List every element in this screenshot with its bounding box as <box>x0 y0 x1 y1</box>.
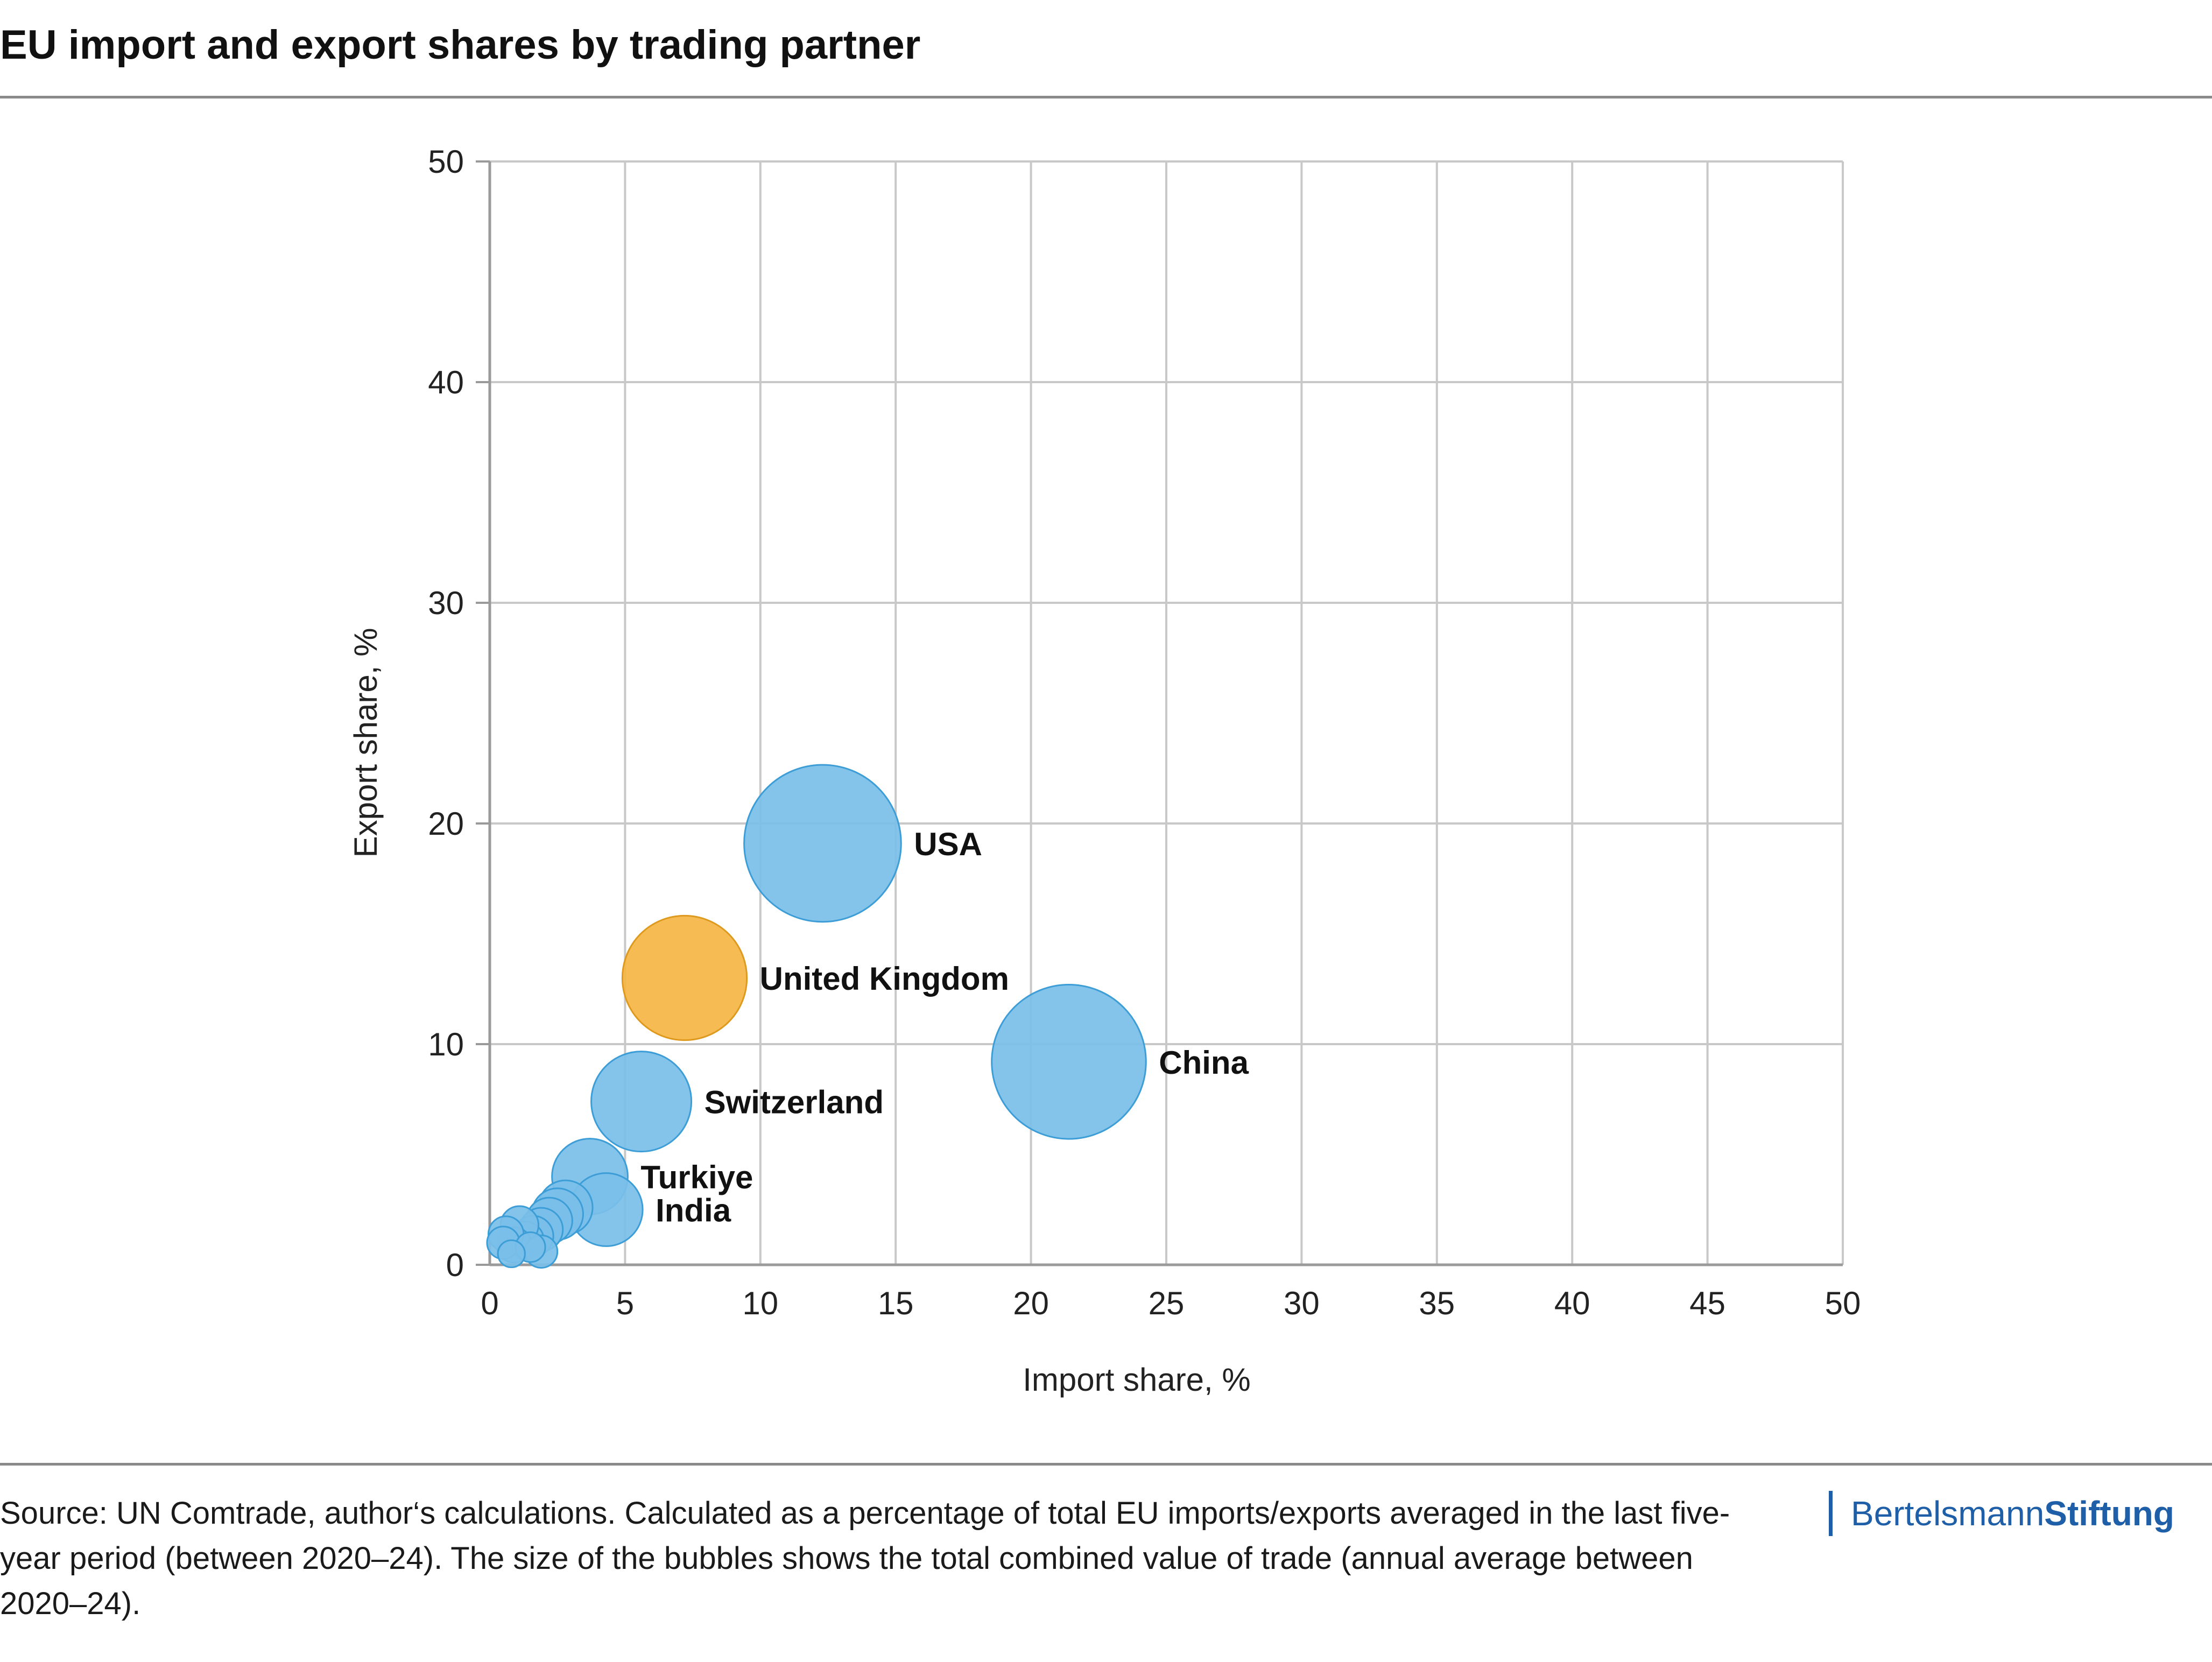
y-tick-label: 30 <box>428 585 464 621</box>
bubble-china <box>991 984 1147 1140</box>
y-axis-label: Export share, % <box>348 628 384 858</box>
x-tick-label: 5 <box>616 1285 634 1321</box>
source-note: Source: UN Comtrade, author‘s calculatio… <box>0 1496 1730 1621</box>
x-tick-label: 40 <box>1554 1285 1590 1321</box>
bubble-usa <box>743 764 902 923</box>
x-tick-label: 50 <box>1825 1285 1861 1321</box>
chart-grid <box>489 160 1844 1266</box>
x-tick-label: 35 <box>1419 1285 1455 1321</box>
brand-logo: BertelsmannStiftung <box>1829 1491 2174 1536</box>
chart-axes: 0 5 10 15 20 25 30 35 40 45 50 0 10 20 30 40 50 <box>428 144 1861 1321</box>
y-tick-label: 20 <box>428 806 464 842</box>
brand-part-1: Bertelsmann <box>1851 1494 2045 1533</box>
y-tick-label: 50 <box>428 144 464 180</box>
bubble-switzerland <box>590 1051 693 1153</box>
point-label: United Kingdom <box>760 961 1009 997</box>
point-label: Switzerland <box>705 1084 884 1121</box>
point-label: USA <box>914 826 982 862</box>
chart-title: EU import and export shares by trading p… <box>0 22 921 68</box>
x-tick-label: 15 <box>878 1285 914 1321</box>
y-tick-label: 40 <box>428 364 464 400</box>
chart-point-labels: USA China United Kingdom Switzerland Turkiye… <box>640 826 1249 1229</box>
bottom-divider <box>0 1463 2212 1466</box>
bubble-chart: 0 5 10 15 20 25 30 35 40 45 50 0 10 20 30 40 50 USA China… <box>348 144 1861 1398</box>
y-tick-label: 10 <box>428 1026 464 1062</box>
x-tick-label: 0 <box>481 1285 498 1321</box>
point-label: China <box>1159 1045 1249 1081</box>
x-tick-label: 25 <box>1149 1285 1185 1321</box>
x-tick-label: 45 <box>1689 1285 1725 1321</box>
bubble-united-kingdom <box>621 914 748 1041</box>
x-tick-label: 10 <box>742 1285 778 1321</box>
brand-part-2: Stiftung <box>2044 1494 2174 1533</box>
chart-bubbles <box>486 764 1147 1269</box>
bubble <box>497 1239 526 1269</box>
top-divider <box>0 96 2212 98</box>
point-label: India <box>656 1193 731 1229</box>
y-tick-label: 0 <box>446 1247 464 1283</box>
x-tick-label: 20 <box>1013 1285 1049 1321</box>
x-tick-label: 30 <box>1284 1285 1320 1321</box>
x-axis-label: Import share, % <box>1023 1362 1251 1398</box>
point-label: Turkiye <box>640 1159 753 1195</box>
